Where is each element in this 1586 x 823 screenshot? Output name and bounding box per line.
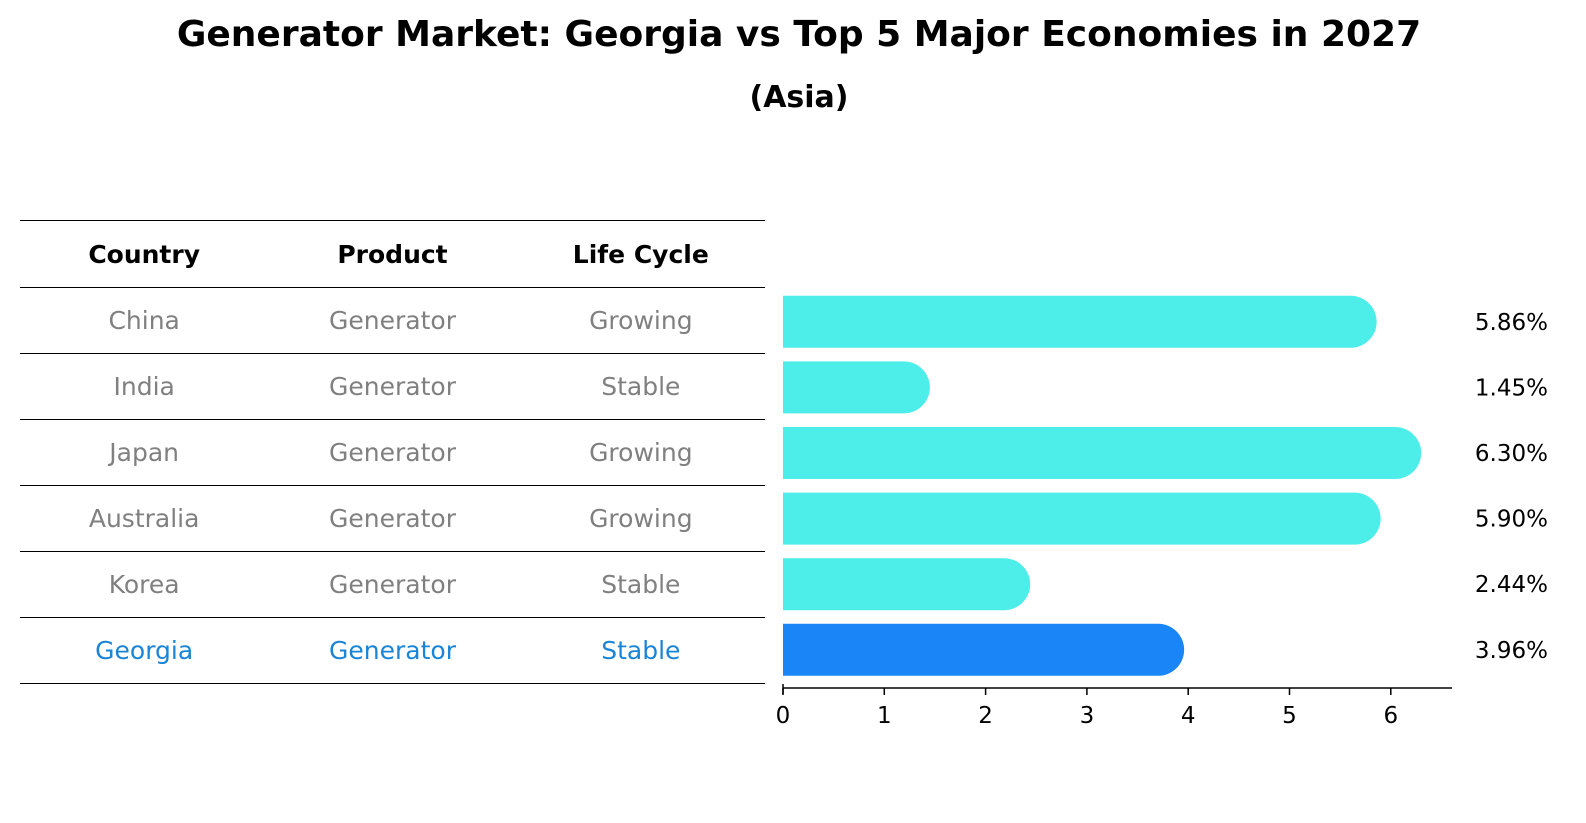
x-tick-label: 6 [1383,703,1398,729]
bar-korea [783,558,1031,611]
life-cycle-cell: Stable [601,570,681,599]
bar-japan [783,427,1422,479]
x-tick-label: 3 [1080,703,1095,729]
table-row: China Generator Growing [20,288,765,354]
value-label: 2.44% [1475,572,1548,598]
product-cell: Generator [329,636,456,665]
table-header-row: Country Product Life Cycle [20,220,765,288]
country-cell: Japan [109,438,180,467]
life-cycle-cell: Stable [601,372,681,401]
chart-subtitle: (Asia) [749,80,849,115]
header-country: Country [88,239,201,269]
country-cell: Australia [88,504,200,533]
x-tick-label: 0 [776,703,791,729]
value-label: 5.86% [1475,310,1548,336]
header-product: Product [337,239,448,269]
x-tick-label: 2 [978,703,993,729]
country-cell: Georgia [95,636,194,665]
bar-china [783,295,1377,348]
header-life-cycle: Life Cycle [572,239,709,269]
table-row: Japan Generator Growing [20,420,765,486]
country-cell: India [113,372,175,401]
product-cell: Generator [329,372,456,401]
table-row: Australia Generator Growing [20,486,765,552]
x-tick-label: 4 [1181,703,1196,729]
value-label: 6.30% [1475,441,1548,467]
value-label: 3.96% [1475,638,1548,664]
chart-title: Generator Market: Georgia vs Top 5 Major… [176,14,1422,55]
table-row: Korea Generator Stable [20,552,765,618]
value-label: 1.45% [1475,375,1548,401]
product-cell: Generator [329,570,456,599]
country-cell: Korea [108,570,180,599]
life-cycle-cell: Growing [589,306,693,335]
product-cell: Generator [329,438,456,467]
table-row: India Generator Stable [20,354,765,420]
life-cycle-cell: Stable [601,636,681,665]
product-cell: Generator [329,504,456,533]
country-cell: China [108,306,180,335]
value-label: 5.90% [1475,507,1548,533]
bar-india [783,361,930,414]
x-tick-label: 1 [877,703,892,729]
life-cycle-cell: Growing [589,504,693,533]
x-tick-label: 5 [1282,703,1297,729]
bar-australia [783,492,1381,545]
bar-georgia [783,623,1185,676]
data-table: Country Product Life Cycle China Generat… [20,220,765,684]
product-cell: Generator [329,306,456,335]
life-cycle-cell: Growing [589,438,693,467]
table-row-highlight: Georgia Generator Stable [20,618,765,684]
